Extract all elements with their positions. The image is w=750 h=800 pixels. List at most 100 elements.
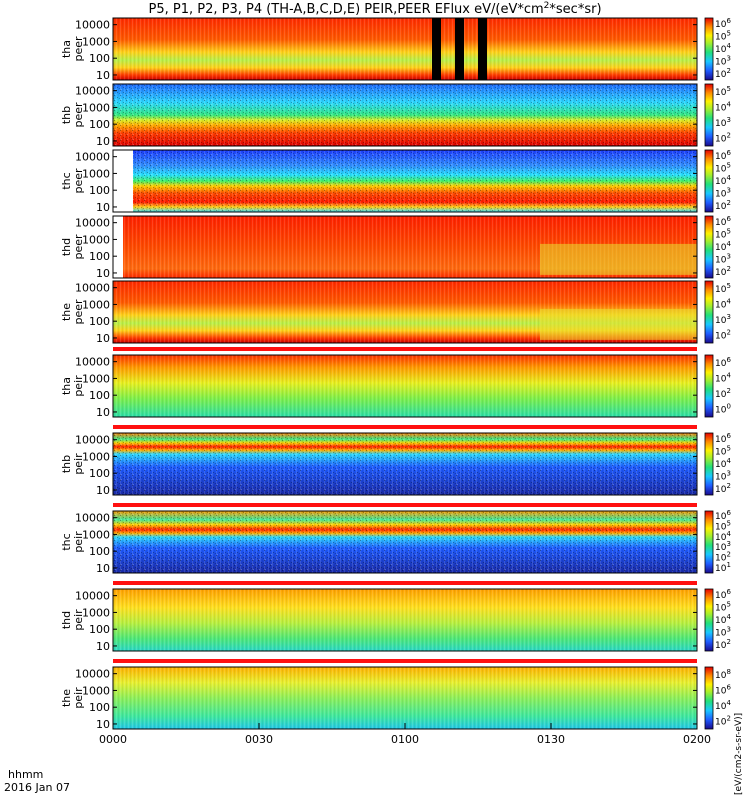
y-tick-label: 1000: [82, 298, 110, 311]
data-gap-bar: [455, 18, 464, 80]
y-tick-label: 1000: [82, 167, 110, 180]
y-tick-label: 100: [89, 389, 110, 402]
panel-ylabel: thbpeir: [60, 453, 85, 475]
colorbar-tick-label: 105: [715, 30, 731, 43]
colorbar-tick-label: 105: [715, 601, 731, 614]
y-tick-label: 100: [89, 545, 110, 558]
footer-date: 2016 Jan 07: [4, 781, 70, 794]
x-tick-label: 0100: [391, 733, 419, 746]
colorbar-tick-label: 102: [715, 482, 731, 495]
x-tick-label: 0200: [683, 733, 711, 746]
y-tick-label: 10000: [75, 282, 110, 295]
spectral-change: [540, 243, 697, 275]
colorbar-tick-label: 102: [715, 387, 731, 400]
y-tick-label: 100: [89, 701, 110, 714]
colorbar-tick-label: 106: [715, 588, 731, 601]
panel-frame: [112, 280, 698, 344]
y-tick-label: 1000: [82, 233, 110, 246]
colorbar-tick-label: 102: [715, 328, 731, 341]
panel-ylabel: thepeir: [60, 687, 85, 709]
colorbar-tick-label: 101: [715, 561, 731, 574]
y-tick-label: 10000: [75, 434, 110, 447]
panel-ylabel: thapeer: [60, 36, 85, 62]
y-tick-label: 10: [96, 135, 110, 148]
colorbar: [704, 588, 714, 652]
spectrogram-texture: [113, 355, 697, 417]
panel-tha-peir: 10 100 1000 10000 thapeir 100 102 104 106: [60, 347, 731, 419]
y-tick-label: 10000: [75, 590, 110, 603]
panel-frame: [112, 83, 698, 147]
colorbar-tick-label: 104: [715, 174, 731, 187]
panel-ylabel: thcpeer: [60, 168, 85, 194]
panel-the-peir: 10 100 1000 10000 thepeir 102 104 106 108: [60, 659, 731, 731]
y-tick-label: 10000: [75, 512, 110, 525]
panel-frame: [112, 432, 698, 496]
y-tick-label: 10: [96, 332, 110, 345]
panel-frame: [112, 354, 698, 418]
spectrogram-texture: [113, 18, 697, 80]
colorbar-tick-label: 103: [715, 540, 731, 553]
colorbar-tick-label: 102: [715, 265, 731, 278]
y-tick-label: 10: [96, 267, 110, 280]
colorbar-tick-label: 102: [715, 551, 731, 564]
colorbar-tick-label: 103: [715, 313, 731, 326]
spectrogram-noise: [113, 84, 697, 146]
y-tick-label: 1000: [82, 450, 110, 463]
colorbar: [704, 666, 714, 730]
y-tick-label: 1000: [82, 372, 110, 385]
colorbar-tick-label: 103: [715, 186, 731, 199]
panel-ylabel: thbpeer: [60, 102, 85, 128]
y-tick-label: 10: [96, 406, 110, 419]
colorbar-tick-label: 104: [715, 297, 731, 310]
colorbar-tick-label: 104: [715, 371, 731, 384]
x-tick-label: 0130: [537, 733, 565, 746]
colorbar: [704, 432, 714, 496]
panel-ylabel: thdpeer: [60, 234, 85, 260]
separator-stripe: [113, 347, 697, 351]
colorbar-tick-label: 106: [715, 683, 731, 696]
y-tick-label: 1000: [82, 684, 110, 697]
colorbar-unit-label: [eV/(cm2-s-sr-eV)]: [734, 713, 744, 795]
colorbar-tick-label: 102: [715, 67, 731, 80]
colorbar-tick-label: 100: [715, 402, 731, 415]
colorbar: [704, 17, 714, 81]
y-tick-label: 10: [96, 201, 110, 214]
panel-ylabel: thcpeir: [60, 531, 85, 553]
colorbar-tick-label: 104: [715, 240, 731, 253]
colorbar-tick-label: 103: [715, 469, 731, 482]
x-tick-label: 0000: [99, 733, 127, 746]
colorbar-tick-label: 104: [715, 100, 731, 113]
y-tick-label: 1000: [82, 528, 110, 541]
colorbar-tick-label: 104: [715, 613, 731, 626]
data-gap: [113, 216, 123, 278]
footer-hhmm: hhmm: [8, 768, 43, 781]
panel-frame: [112, 215, 698, 279]
panel-stack: 10100100010000thapeer1021031041051061010…: [60, 17, 731, 731]
colorbar-tick-label: 106: [715, 215, 731, 228]
y-tick-label: 10000: [75, 668, 110, 681]
colorbar-tick-label: 108: [715, 668, 731, 681]
panel-ylabel: thapeir: [60, 375, 85, 397]
colorbar: [704, 354, 714, 418]
data-gap: [113, 150, 133, 212]
colorbar-tick-label: 103: [715, 54, 731, 67]
colorbar-tick-label: 105: [715, 445, 731, 458]
separator-stripe: [113, 425, 697, 429]
colorbar-tick-label: 104: [715, 457, 731, 470]
y-tick-label: 10: [96, 718, 110, 731]
y-tick-label: 10000: [75, 19, 110, 32]
colorbar-tick-label: 105: [715, 162, 731, 175]
x-tick-label: 0030: [245, 733, 273, 746]
y-tick-label: 10000: [75, 217, 110, 230]
colorbar-tick-label: 102: [715, 714, 731, 727]
separator-stripe: [113, 503, 697, 507]
colorbar: [704, 149, 714, 213]
spectrogram-noise: [113, 511, 697, 573]
